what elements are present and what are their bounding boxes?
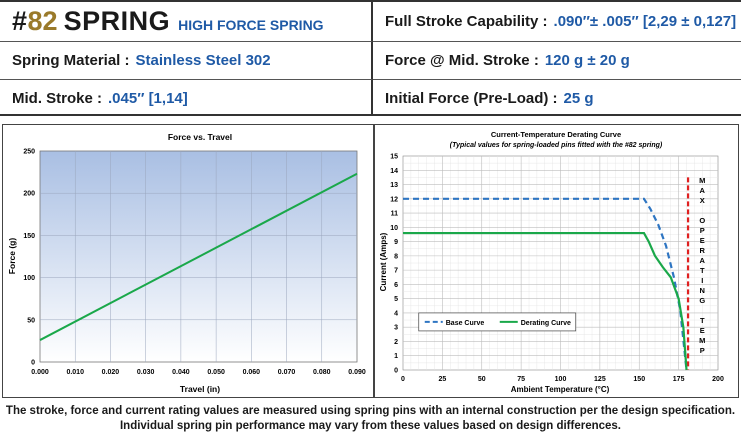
derating-curve-line [403, 231, 688, 371]
derating-y-tick-label: 15 [390, 154, 398, 161]
title-word: SPRING [63, 6, 171, 36]
max-temp-letter: T [700, 316, 705, 325]
mid-force-cell: Force @ Mid. Stroke : 120 g ± 20 g [373, 42, 741, 80]
derating-y-tick-label: 7 [394, 268, 398, 275]
force-y-tick-label: 50 [27, 317, 35, 324]
max-temp-letter: A [700, 186, 706, 195]
initial-force-cell: Initial Force (Pre-Load) : 25 g [373, 80, 741, 116]
material-cell: Spring Material : Stainless Steel 302 [0, 42, 373, 80]
footer-line-1: The stroke, force and current rating val… [5, 405, 736, 417]
max-temp-letter: E [700, 326, 705, 335]
initial-force-value: 25 g [563, 89, 594, 107]
derating-x-tick-label: 100 [555, 376, 567, 383]
footer-note: The stroke, force and current rating val… [0, 404, 741, 434]
force-chart-ylabel: Force (g) [7, 238, 17, 275]
charts-frame [2, 124, 739, 398]
material-value: Stainless Steel 302 [135, 52, 271, 69]
force-x-tick-label: 0.030 [137, 369, 155, 376]
derating-y-tick-label: 4 [394, 310, 398, 317]
derating-chart-ylabel: Current (Amps) [379, 232, 388, 291]
derating-x-tick-label: 150 [633, 376, 645, 383]
max-temp-letter: A [700, 256, 706, 265]
derating-y-tick-label: 12 [390, 196, 398, 203]
max-temp-letter: R [700, 246, 706, 255]
derating-legend [418, 312, 577, 332]
force-x-tick-label: 0.080 [313, 369, 331, 376]
legend-derating-label: Derating Curve [521, 320, 571, 327]
force-travel-chart: 0.000 0.010 0.020 0.030 0.040 0.050 0.060 0.070… [23, 149, 366, 377]
full-stroke-cell: Full Stroke Capability : .090″± .005″ [2,… [373, 2, 741, 42]
footer-line-2: Individual spring pin performance may va… [119, 420, 622, 432]
max-temp-letter: X [700, 196, 705, 205]
force-y-tick-label: 200 [23, 191, 35, 198]
derating-y-tick-label: 1 [394, 353, 398, 360]
mid-stroke-cell: Mid. Stroke : .045″ [1,14] [0, 80, 373, 116]
title-hash: # [12, 6, 28, 36]
force-x-tick-label: 0.020 [102, 369, 120, 376]
force-y-tick-label: 250 [23, 149, 35, 156]
max-temp-letter: M [699, 176, 705, 185]
derating-y-tick-label: 5 [394, 296, 398, 303]
force-x-tick-label: 0.090 [348, 369, 366, 376]
mid-stroke-value: .045″ [1,14] [108, 89, 188, 107]
force-chart-xlabel: Travel (in) [180, 384, 220, 394]
material-label: Spring Material : [12, 52, 130, 69]
derating-chart-xlabel: Ambient Temperature (°C) [511, 385, 610, 394]
derating-x-tick-label: 200 [712, 376, 724, 383]
derating-chart-subtitle: (Typical values for spring-loaded pins f… [450, 142, 663, 149]
legend-base-label: Base Curve [446, 320, 485, 327]
derating-x-tick-label: 0 [401, 376, 405, 383]
spring-title: #82 SPRING HIGH FORCE SPRING [0, 2, 373, 42]
mid-force-label: Force @ Mid. Stroke : [385, 52, 539, 69]
derating-x-tick-label: 125 [594, 376, 606, 383]
mid-force-value: 120 g ± 20 g [544, 52, 630, 69]
max-temp-letter: I [701, 276, 703, 285]
derating-x-tick-label: 75 [517, 376, 525, 383]
derating-y-tick-label: 11 [391, 211, 399, 218]
derating-x-tick-label: 50 [478, 376, 486, 383]
derating-y-tick-label: 2 [394, 339, 398, 346]
max-temp-letter: E [700, 236, 705, 245]
mid-stroke-label: Mid. Stroke : [12, 89, 103, 107]
title-subtitle: HIGH FORCE SPRING [178, 16, 324, 33]
derating-y-tick-label: 13 [390, 182, 398, 189]
derating-x-tick-label: 25 [438, 376, 446, 383]
max-temp-letter: M [699, 336, 705, 345]
force-y-tick-label: 0 [31, 360, 35, 367]
max-temp-letter: G [699, 296, 705, 305]
force-x-tick-label: 0.070 [278, 369, 296, 376]
derating-chart: 0 25 50 75 100 125 150 175 200012345678910111213… [390, 154, 724, 384]
derating-y-tick-label: 8 [394, 253, 398, 260]
max-temp-letter: O [699, 216, 705, 225]
derating-y-tick-label: 6 [394, 282, 398, 289]
force-x-tick-label: 0.040 [172, 369, 190, 376]
force-y-tick-label: 150 [23, 233, 35, 240]
spec-table: #82 SPRING HIGH FORCE SPRING Full Stroke C… [0, 0, 741, 116]
derating-y-tick-label: 9 [394, 239, 398, 246]
derating-y-tick-label: 3 [394, 325, 398, 332]
derating-y-tick-label: 0 [394, 368, 398, 375]
force-y-tick-label: 100 [23, 275, 35, 282]
derating-chart-title: Current-Temperature Derating Curve [491, 130, 621, 139]
derating-y-tick-label: 10 [390, 225, 398, 232]
full-stroke-label: Full Stroke Capability : [385, 13, 548, 30]
force-series-line [39, 172, 358, 341]
force-x-tick-label: 0.050 [207, 369, 225, 376]
force-x-tick-label: 0.010 [66, 369, 84, 376]
charts-divider [373, 124, 375, 398]
title-number: 82 [27, 6, 58, 36]
initial-force-label: Initial Force (Pre-Load) : [385, 89, 558, 107]
max-temp-letter: N [700, 286, 705, 295]
force-x-tick-label: 0.000 [31, 369, 49, 376]
force-chart-title: Force vs. Travel [168, 132, 232, 142]
derating-y-tick-label: 14 [390, 168, 398, 175]
force-x-tick-label: 0.060 [243, 369, 261, 376]
derating-x-tick-label: 175 [673, 376, 685, 383]
full-stroke-value: .090″± .005″ [2,29 ± 0,127] [553, 13, 737, 30]
max-temp-letter: P [700, 226, 705, 235]
max-temp-letter: T [700, 266, 705, 275]
max-temp-letter: P [700, 346, 705, 355]
